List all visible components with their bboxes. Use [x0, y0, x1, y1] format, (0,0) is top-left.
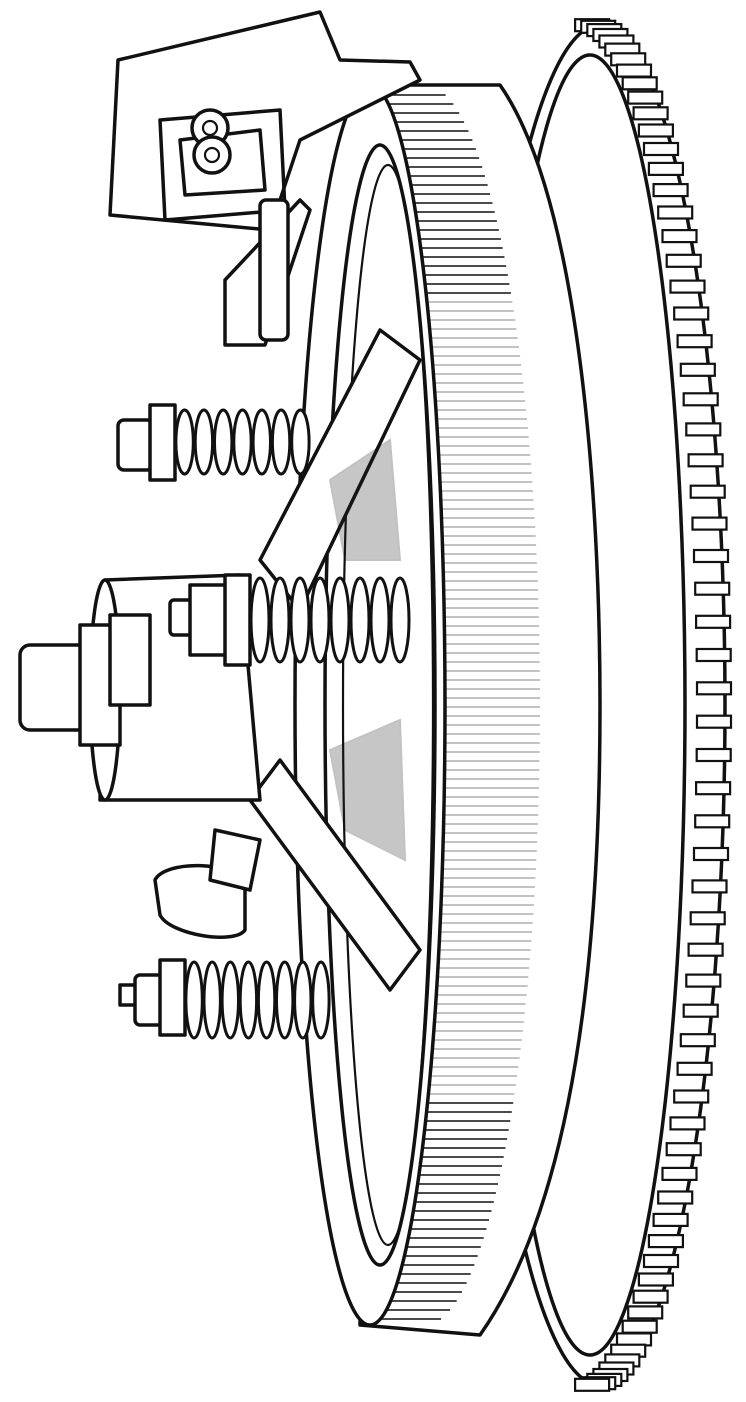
- spring-coil: [311, 960, 331, 1040]
- gear-tooth: [647, 1233, 685, 1249]
- gear-tooth: [669, 1116, 706, 1131]
- gear-tooth: [687, 453, 724, 468]
- gear-tooth: [694, 581, 731, 596]
- gear-tooth: [637, 1272, 675, 1287]
- gear-tooth: [691, 516, 728, 531]
- gear-tooth: [642, 1253, 680, 1269]
- spring-coil: [309, 576, 331, 664]
- gear-tooth: [652, 183, 689, 198]
- wheel-rim: [293, 83, 602, 1337]
- cup-fitting: [153, 828, 262, 939]
- gear-tooth: [621, 76, 658, 91]
- gear-tooth: [615, 63, 653, 78]
- spring-upper: [116, 403, 311, 482]
- spring-coil: [238, 960, 259, 1040]
- spring-coil: [232, 408, 253, 476]
- spring-coil: [289, 576, 311, 664]
- gear-tooth: [673, 1089, 710, 1104]
- gear-tooth: [689, 911, 726, 926]
- rim-hatching: [380, 94, 540, 1320]
- gear-tooth: [669, 279, 706, 294]
- gear-tooth: [685, 973, 722, 988]
- spring-lower: [118, 958, 331, 1040]
- gear-tooth: [657, 205, 694, 220]
- gear-tooth: [679, 1033, 716, 1048]
- wheel-spokes: [248, 328, 422, 992]
- gear-tooth: [694, 614, 732, 629]
- gear-tooth: [627, 1305, 664, 1320]
- spring-coil: [193, 408, 215, 476]
- gear-tooth: [652, 1212, 689, 1228]
- gear-tooth: [627, 90, 664, 105]
- gear-tooth: [673, 306, 710, 321]
- gear-tooth: [695, 681, 733, 696]
- gear-tooth: [632, 106, 669, 121]
- gear-tooth: [694, 781, 732, 796]
- gear-tooth: [682, 1003, 719, 1018]
- gear-tooth: [691, 879, 728, 894]
- gear-tooth: [661, 1166, 698, 1182]
- spring-coil: [202, 960, 222, 1040]
- spring-coil: [290, 408, 311, 476]
- spring-coil: [270, 408, 292, 476]
- spring-coil: [256, 960, 277, 1040]
- spring-coil: [213, 408, 234, 476]
- spring-coil: [293, 960, 313, 1040]
- spring-coil: [389, 576, 411, 664]
- gear-tooth: [665, 253, 702, 268]
- gear-tooth: [657, 1190, 694, 1205]
- spring-middle: [168, 573, 411, 667]
- spring-coil: [184, 960, 204, 1040]
- gear-teeth: [573, 18, 733, 1392]
- gear-tooth: [679, 362, 716, 377]
- terminal-bracket: [108, 10, 422, 347]
- gear-tooth: [695, 714, 733, 729]
- gear-tooth: [647, 161, 685, 176]
- spring-coil: [329, 576, 351, 664]
- gear-tooth: [637, 123, 675, 138]
- spring-coil: [249, 576, 271, 664]
- gear-tooth: [695, 647, 732, 663]
- spring-coil: [369, 576, 391, 664]
- gear-tooth: [685, 422, 722, 437]
- spring-coil: [174, 408, 195, 476]
- gear-tooth: [665, 1142, 702, 1157]
- spring-coil: [349, 576, 371, 664]
- spring-coil: [269, 576, 291, 664]
- gear-tooth: [692, 846, 730, 862]
- gear-tooth: [676, 334, 713, 349]
- gear-tooth: [682, 392, 719, 407]
- gear-tooth: [689, 484, 726, 499]
- gear-tooth: [621, 1319, 658, 1334]
- gear-tooth: [573, 1377, 611, 1392]
- gear-tooth: [695, 747, 732, 763]
- spring-coil: [251, 408, 272, 476]
- gear-tooth: [632, 1289, 669, 1304]
- gear-tooth: [687, 942, 724, 957]
- gear-tooth: [692, 548, 730, 564]
- gear-tooth: [694, 814, 731, 829]
- spring-coil: [275, 960, 295, 1040]
- gear-tooth: [642, 141, 680, 157]
- gear-tooth: [661, 229, 698, 244]
- spring-coil: [220, 960, 241, 1040]
- gear-tooth: [676, 1061, 713, 1076]
